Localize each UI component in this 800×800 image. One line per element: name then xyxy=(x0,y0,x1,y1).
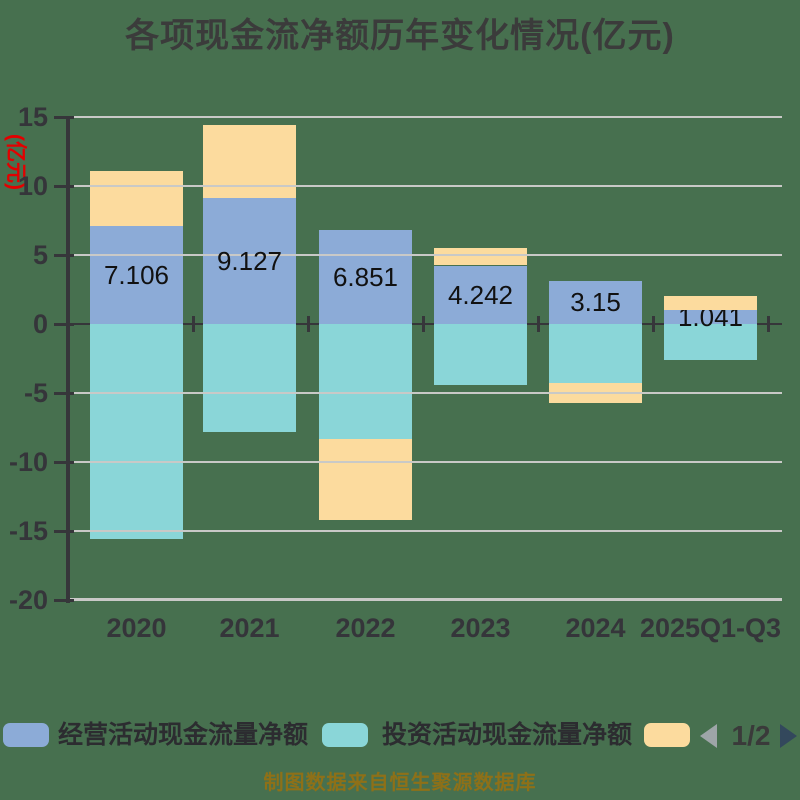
gridline xyxy=(70,530,782,532)
legend-swatch-investing[interactable] xyxy=(322,723,368,747)
y-axis-tick-label: 15 xyxy=(17,102,48,132)
bar-segment xyxy=(664,295,757,310)
bar-segment xyxy=(90,170,183,226)
x-axis-tick-label: 2021 xyxy=(219,613,280,643)
bar-value-label: 7.106 xyxy=(103,260,170,290)
gridline xyxy=(70,461,782,463)
gridline xyxy=(70,185,782,187)
y-axis-tick xyxy=(54,530,74,533)
bar-segment xyxy=(203,324,296,432)
y-axis-tick-label: -20 xyxy=(8,585,48,615)
bar-value-label: 4.242 xyxy=(447,279,514,310)
bar-segment xyxy=(319,229,412,324)
bar-segment xyxy=(203,124,296,198)
bar-segment xyxy=(203,198,296,324)
legend-prev-page-icon[interactable] xyxy=(700,724,717,748)
y-axis-tick-label: 10 xyxy=(17,171,48,201)
bar-segment xyxy=(434,247,527,266)
x-axis-tick xyxy=(537,316,540,332)
bar-segment xyxy=(664,309,757,324)
x-axis-zero-line xyxy=(70,323,782,325)
y-axis-tick-label: -10 xyxy=(8,447,48,477)
data-source-note: 制图数据来自恒生聚源数据库 xyxy=(263,772,537,794)
x-axis-tick-label: 2024 xyxy=(565,613,626,643)
legend-label-operating[interactable]: 经营活动现金流量净额 xyxy=(58,721,309,749)
chart-title: 各项现金流净额历年变化情况(亿元) xyxy=(125,17,675,55)
y-axis-tick-label: 0 xyxy=(32,309,48,339)
x-axis-tick xyxy=(767,316,770,332)
x-axis-tick-label: 2022 xyxy=(335,613,396,643)
x-axis-tick-label: 2023 xyxy=(450,613,511,643)
x-axis-tick-label: 2020 xyxy=(106,613,167,643)
y-axis-tick xyxy=(54,116,74,119)
legend-swatch-third[interactable] xyxy=(644,723,690,747)
y-axis-tick xyxy=(54,599,74,602)
x-axis-tick xyxy=(192,316,195,332)
bar-segment xyxy=(434,265,527,324)
y-axis-tick xyxy=(54,254,74,257)
x-axis-tick xyxy=(422,316,425,332)
bar-segment xyxy=(319,438,412,520)
gridline xyxy=(70,116,782,118)
gridline xyxy=(70,254,782,256)
x-axis-tick xyxy=(307,316,310,332)
y-axis-tick xyxy=(54,185,74,188)
y-axis-tick xyxy=(54,392,74,395)
x-axis-tick xyxy=(652,316,655,332)
gridline xyxy=(70,598,782,601)
bar-segment xyxy=(664,324,757,360)
x-axis-tick-label: 2025Q1-Q3 xyxy=(639,613,782,643)
bar-segment xyxy=(434,324,527,385)
bar-value-label: 6.851 xyxy=(332,261,399,292)
legend-page-indicator: 1/2 xyxy=(731,720,771,751)
bar-value-label: 3.15 xyxy=(570,287,621,318)
bar-segment xyxy=(90,225,183,324)
y-axis-tick xyxy=(54,461,74,464)
legend-label-investing[interactable]: 投资活动现金流量净额 xyxy=(382,721,633,749)
y-axis-tick-label: -15 xyxy=(8,516,48,546)
bar-segment xyxy=(90,324,183,540)
y-axis-tick xyxy=(54,323,74,326)
legend-next-page-icon[interactable] xyxy=(780,724,797,748)
gridline xyxy=(70,392,782,394)
bar-value-label: 9.127 xyxy=(216,246,283,276)
y-axis-tick-label: 5 xyxy=(32,240,48,270)
legend-swatch-operating[interactable] xyxy=(3,723,49,747)
y-axis-tick-label: -5 xyxy=(23,378,48,408)
bar-segment xyxy=(549,324,642,384)
bar-segment xyxy=(549,280,642,324)
bar-segment xyxy=(319,324,412,439)
plot-area: 7.106 2020 9.127 2021 6.851 2022 4.242 2023 3.15… xyxy=(9,102,786,643)
